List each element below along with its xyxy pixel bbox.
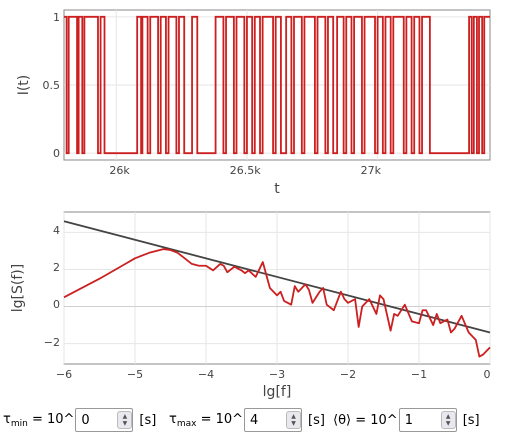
spectrum-x-tick-neg1: −1: [411, 368, 427, 381]
time-series-x-tick-27k: 27k: [361, 164, 382, 177]
spectrum-fit-line-segment: [63, 220, 491, 334]
tau-max-label: τmax = 10^: [169, 411, 244, 429]
spectrum-x-tick-0: 0: [484, 368, 491, 381]
theta-stepper[interactable]: ▲ ▼: [440, 411, 456, 429]
spectrum-y-axis-label: lg[S(f)]: [10, 264, 26, 312]
time-series-x-tick-26k: 26k: [109, 164, 130, 177]
spectrum-fit-line: [63, 220, 491, 334]
time-series-y-axis-label: I(t): [16, 75, 32, 96]
chevron-up-icon[interactable]: ▲: [445, 413, 451, 420]
spectrum-x-axis-label: lg[f]: [263, 384, 292, 400]
theta-control: ⟨θ⟩ = 10^ ▲▼ [s]: [333, 406, 480, 434]
spectrum-x-tick-neg2: −2: [340, 368, 356, 381]
theta-input[interactable]: [399, 410, 439, 430]
spectrum-plot: −6 −5 −4 −3 −2 −1 0 −2 0 2 4 lg[f] lg[S(…: [10, 211, 491, 400]
theta-unit: [s]: [462, 412, 480, 428]
spectrum-y-ticks: −2 0 2 4: [44, 224, 60, 349]
chevron-down-icon[interactable]: ▼: [291, 420, 296, 427]
tau-min-stepper[interactable]: ▲ ▼: [117, 411, 133, 429]
spectrum-x-tick-neg6: −6: [56, 368, 72, 381]
tau-min-label: τmin = 10^: [3, 411, 75, 429]
parameter-controls: τmin = 10^ ▲▼ [s] τmax = 10^ ▲▼ [s] ⟨θ⟩ …: [0, 406, 513, 434]
chevron-down-icon[interactable]: ▼: [122, 420, 128, 427]
spectrum-series-line: [63, 248, 491, 358]
time-series-x-tick-26-5k: 26.5k: [230, 164, 261, 177]
time-series-x-axis-label: t: [274, 181, 280, 197]
chevron-down-icon[interactable]: ▼: [445, 420, 451, 427]
tau-min-unit: [s]: [139, 412, 157, 428]
spectrum-x-ticks: −6 −5 −4 −3 −2 −1 0: [56, 368, 491, 381]
plots-canvas: 26k 26.5k 27k 0 0.5 1 t I(t) −6 −5 −4 −3…: [10, 9, 491, 400]
spectrum-y-tick-2: 2: [53, 261, 60, 274]
tau-min-control: τmin = 10^ ▲▼ [s]: [3, 406, 156, 434]
time-series-x-ticks: 26k 26.5k 27k: [109, 164, 381, 177]
chevron-up-icon[interactable]: ▲: [291, 413, 296, 420]
spectrum-grid: [63, 212, 491, 364]
tau-min-input[interactable]: [76, 410, 116, 430]
spectrum-x-tick-neg4: −4: [198, 368, 214, 381]
spectrum-x-tick-neg3: −3: [269, 368, 285, 381]
spectrum-x-tick-neg5: −5: [127, 368, 143, 381]
theta-spinbox[interactable]: ▲▼: [398, 408, 457, 432]
time-series-y-tick-1: 1: [53, 11, 60, 24]
chevron-up-icon[interactable]: ▲: [122, 413, 128, 420]
tau-max-control: τmax = 10^ ▲▼ [s]: [169, 406, 325, 434]
time-series-line: [64, 15, 490, 155]
time-series-series: [64, 15, 490, 155]
spectrum-y-tick-4: 4: [53, 224, 60, 237]
tau-min-spinbox[interactable]: ▲▼: [75, 408, 134, 432]
theta-label: ⟨θ⟩ = 10^: [333, 412, 398, 428]
tau-max-spinbox[interactable]: ▲▼: [244, 408, 303, 432]
time-series-y-tick-0: 0: [53, 147, 60, 160]
spectrum-series: [63, 248, 491, 358]
tau-max-input[interactable]: [245, 410, 285, 430]
time-series-plot: 26k 26.5k 27k 0 0.5 1 t I(t): [16, 9, 491, 197]
tau-max-stepper[interactable]: ▲ ▼: [286, 411, 302, 429]
time-series-y-tick-0-5: 0.5: [43, 79, 61, 92]
tau-max-unit: [s]: [308, 412, 325, 428]
spectrum-y-tick-neg2: −2: [44, 336, 60, 349]
time-series-y-ticks: 0 0.5 1: [43, 11, 61, 160]
spectrum-y-tick-0: 0: [53, 298, 60, 311]
